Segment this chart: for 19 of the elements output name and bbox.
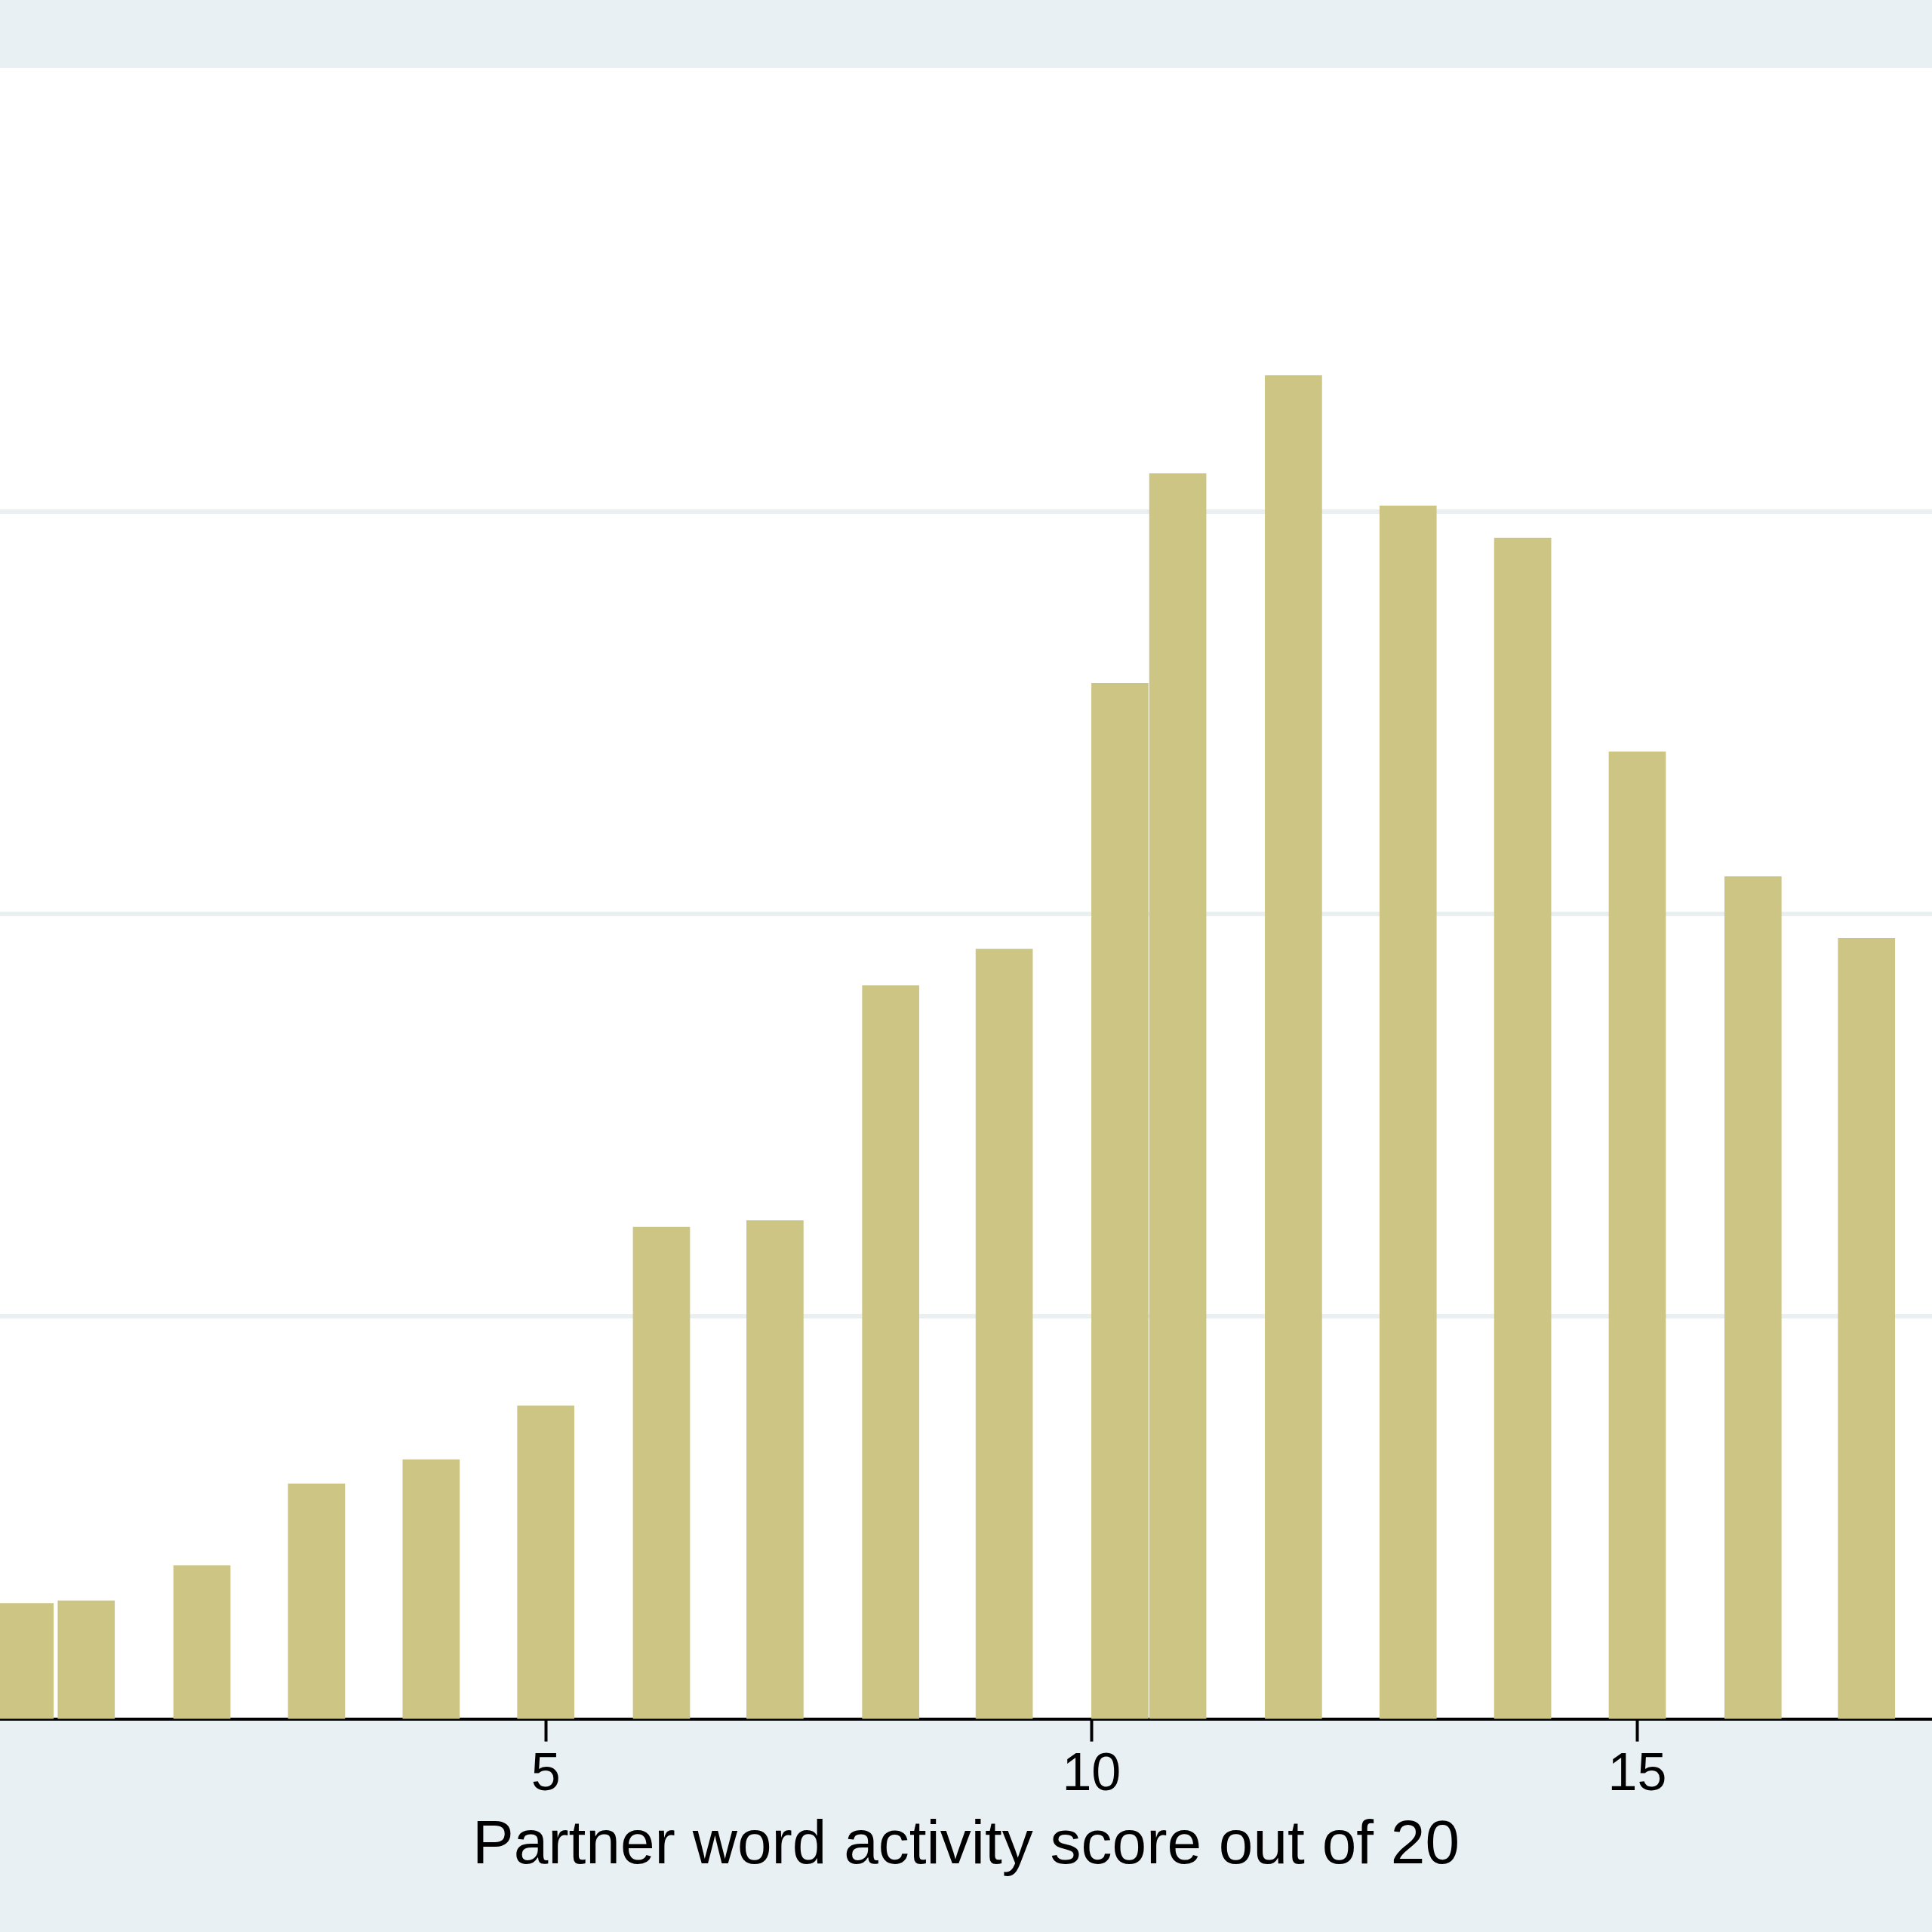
bar <box>173 1565 231 1719</box>
bar <box>975 949 1033 1719</box>
x-axis-title: Partner word activity score out of 20 <box>472 1807 1460 1877</box>
bar <box>517 1405 574 1719</box>
bar <box>1724 876 1782 1719</box>
bar <box>402 1459 460 1719</box>
x-tick-label: 15 <box>1607 1742 1667 1801</box>
bar <box>746 1220 804 1719</box>
bar <box>632 1226 691 1719</box>
bar <box>1838 938 1896 1719</box>
bar <box>1379 505 1437 1719</box>
bar <box>862 985 920 1719</box>
bar <box>1494 537 1552 1719</box>
x-tick-label: 5 <box>531 1742 561 1801</box>
bar <box>57 1600 115 1719</box>
bar <box>1265 375 1322 1719</box>
bar <box>1608 751 1666 1719</box>
x-tick-label: 10 <box>1062 1742 1121 1801</box>
bar <box>288 1483 346 1719</box>
